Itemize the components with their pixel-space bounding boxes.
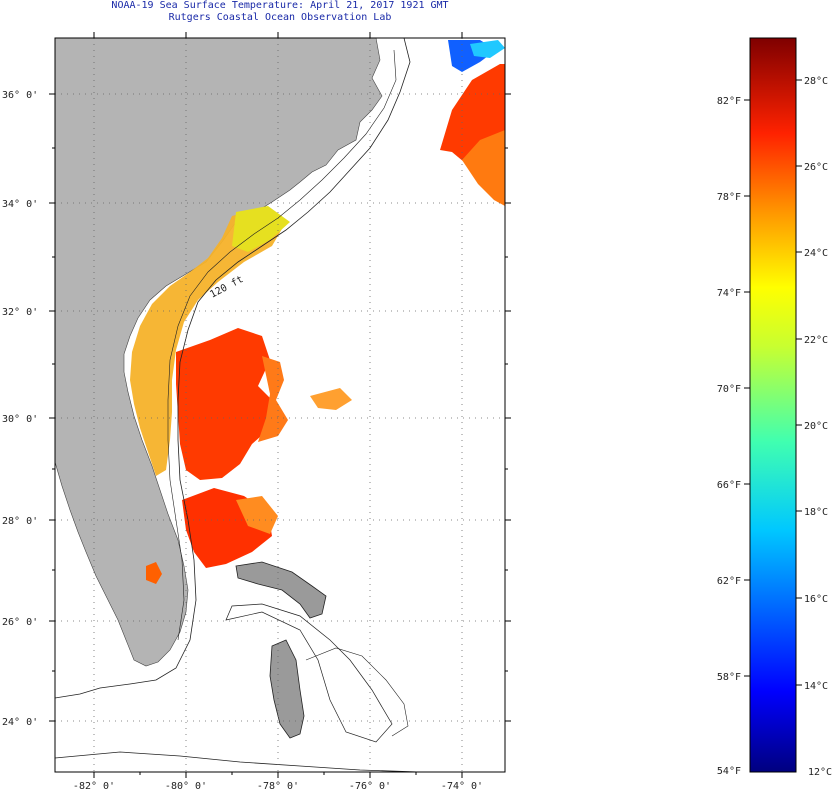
lon-label-78: -78° 0': [257, 781, 299, 792]
sst-gulf-stream-offshore: [258, 356, 288, 442]
sst-scattered-patches: [310, 388, 352, 410]
land-andros: [269, 639, 305, 739]
sst-orange-south: [236, 496, 278, 534]
colorbar-f-62: 62°F: [717, 576, 741, 587]
isobath-contour-outer: [55, 38, 411, 699]
colorbar: [749, 37, 797, 773]
graticule: [55, 38, 505, 772]
axis-ticks: [49, 32, 511, 778]
lat-label-30: 30° 0': [2, 414, 38, 425]
colorbar-f-74: 74°F: [717, 288, 741, 299]
colorbar-f-54: 54°F: [717, 766, 741, 777]
lon-label-76: -76° 0': [349, 781, 391, 792]
sst-gulf-stream-north: [176, 328, 276, 480]
map-frame: [54, 37, 506, 773]
lat-label-26: 26° 0': [2, 617, 38, 628]
isobath-contour-bahamas: [225, 603, 393, 743]
sst-northeast-orange: [462, 130, 505, 206]
lat-label-36: 36° 0': [2, 90, 38, 101]
lat-label-24: 24° 0': [2, 717, 38, 728]
colorbar-c-14: 14°C: [804, 681, 828, 692]
map-title: NOAA-19 Sea Surface Temperature: April 2…: [111, 0, 449, 11]
sst-nearshore-band: [130, 208, 286, 476]
isobath-contour-bahamas-east: [305, 647, 409, 737]
sst-small-patch: [146, 562, 162, 584]
colorbar-f-58: 58°F: [717, 672, 741, 683]
colorbar-c-12: 12°C: [808, 767, 832, 778]
land-cuba: [55, 751, 505, 772]
sst-northeast-cyan: [470, 40, 505, 58]
land-grand-bahama: [235, 561, 327, 619]
lon-label-80: -80° 0': [165, 781, 207, 792]
land-us-east-coast: [55, 38, 383, 667]
lon-label-82: -82° 0': [73, 781, 115, 792]
lat-label-34: 34° 0': [2, 199, 38, 210]
colorbar-f-78: 78°F: [717, 192, 741, 203]
colorbar-f-82: 82°F: [717, 96, 741, 107]
colorbar-f-70: 70°F: [717, 384, 741, 395]
colorbar-c-20: 20°C: [804, 421, 828, 432]
lat-label-28: 28° 0': [2, 516, 38, 527]
colorbar-c-16: 16°C: [804, 594, 828, 605]
colorbar-f-66: 66°F: [717, 480, 741, 491]
lon-label-74: -74° 0': [441, 781, 483, 792]
colorbar-c-22: 22°C: [804, 335, 828, 346]
colorbar-c-26: 26°C: [804, 162, 828, 173]
colorbar-c-18: 18°C: [804, 507, 828, 518]
colorbar-c-28: 28°C: [804, 76, 828, 87]
axis-minor-ticks: [52, 147, 508, 775]
isobath-contour-inner: [167, 49, 397, 641]
map-subtitle: Rutgers Coastal Ocean Observation Lab: [168, 12, 392, 23]
lat-label-32: 32° 0': [2, 307, 38, 318]
colorbar-ticks: [744, 79, 802, 686]
colorbar-c-24: 24°C: [804, 248, 828, 259]
